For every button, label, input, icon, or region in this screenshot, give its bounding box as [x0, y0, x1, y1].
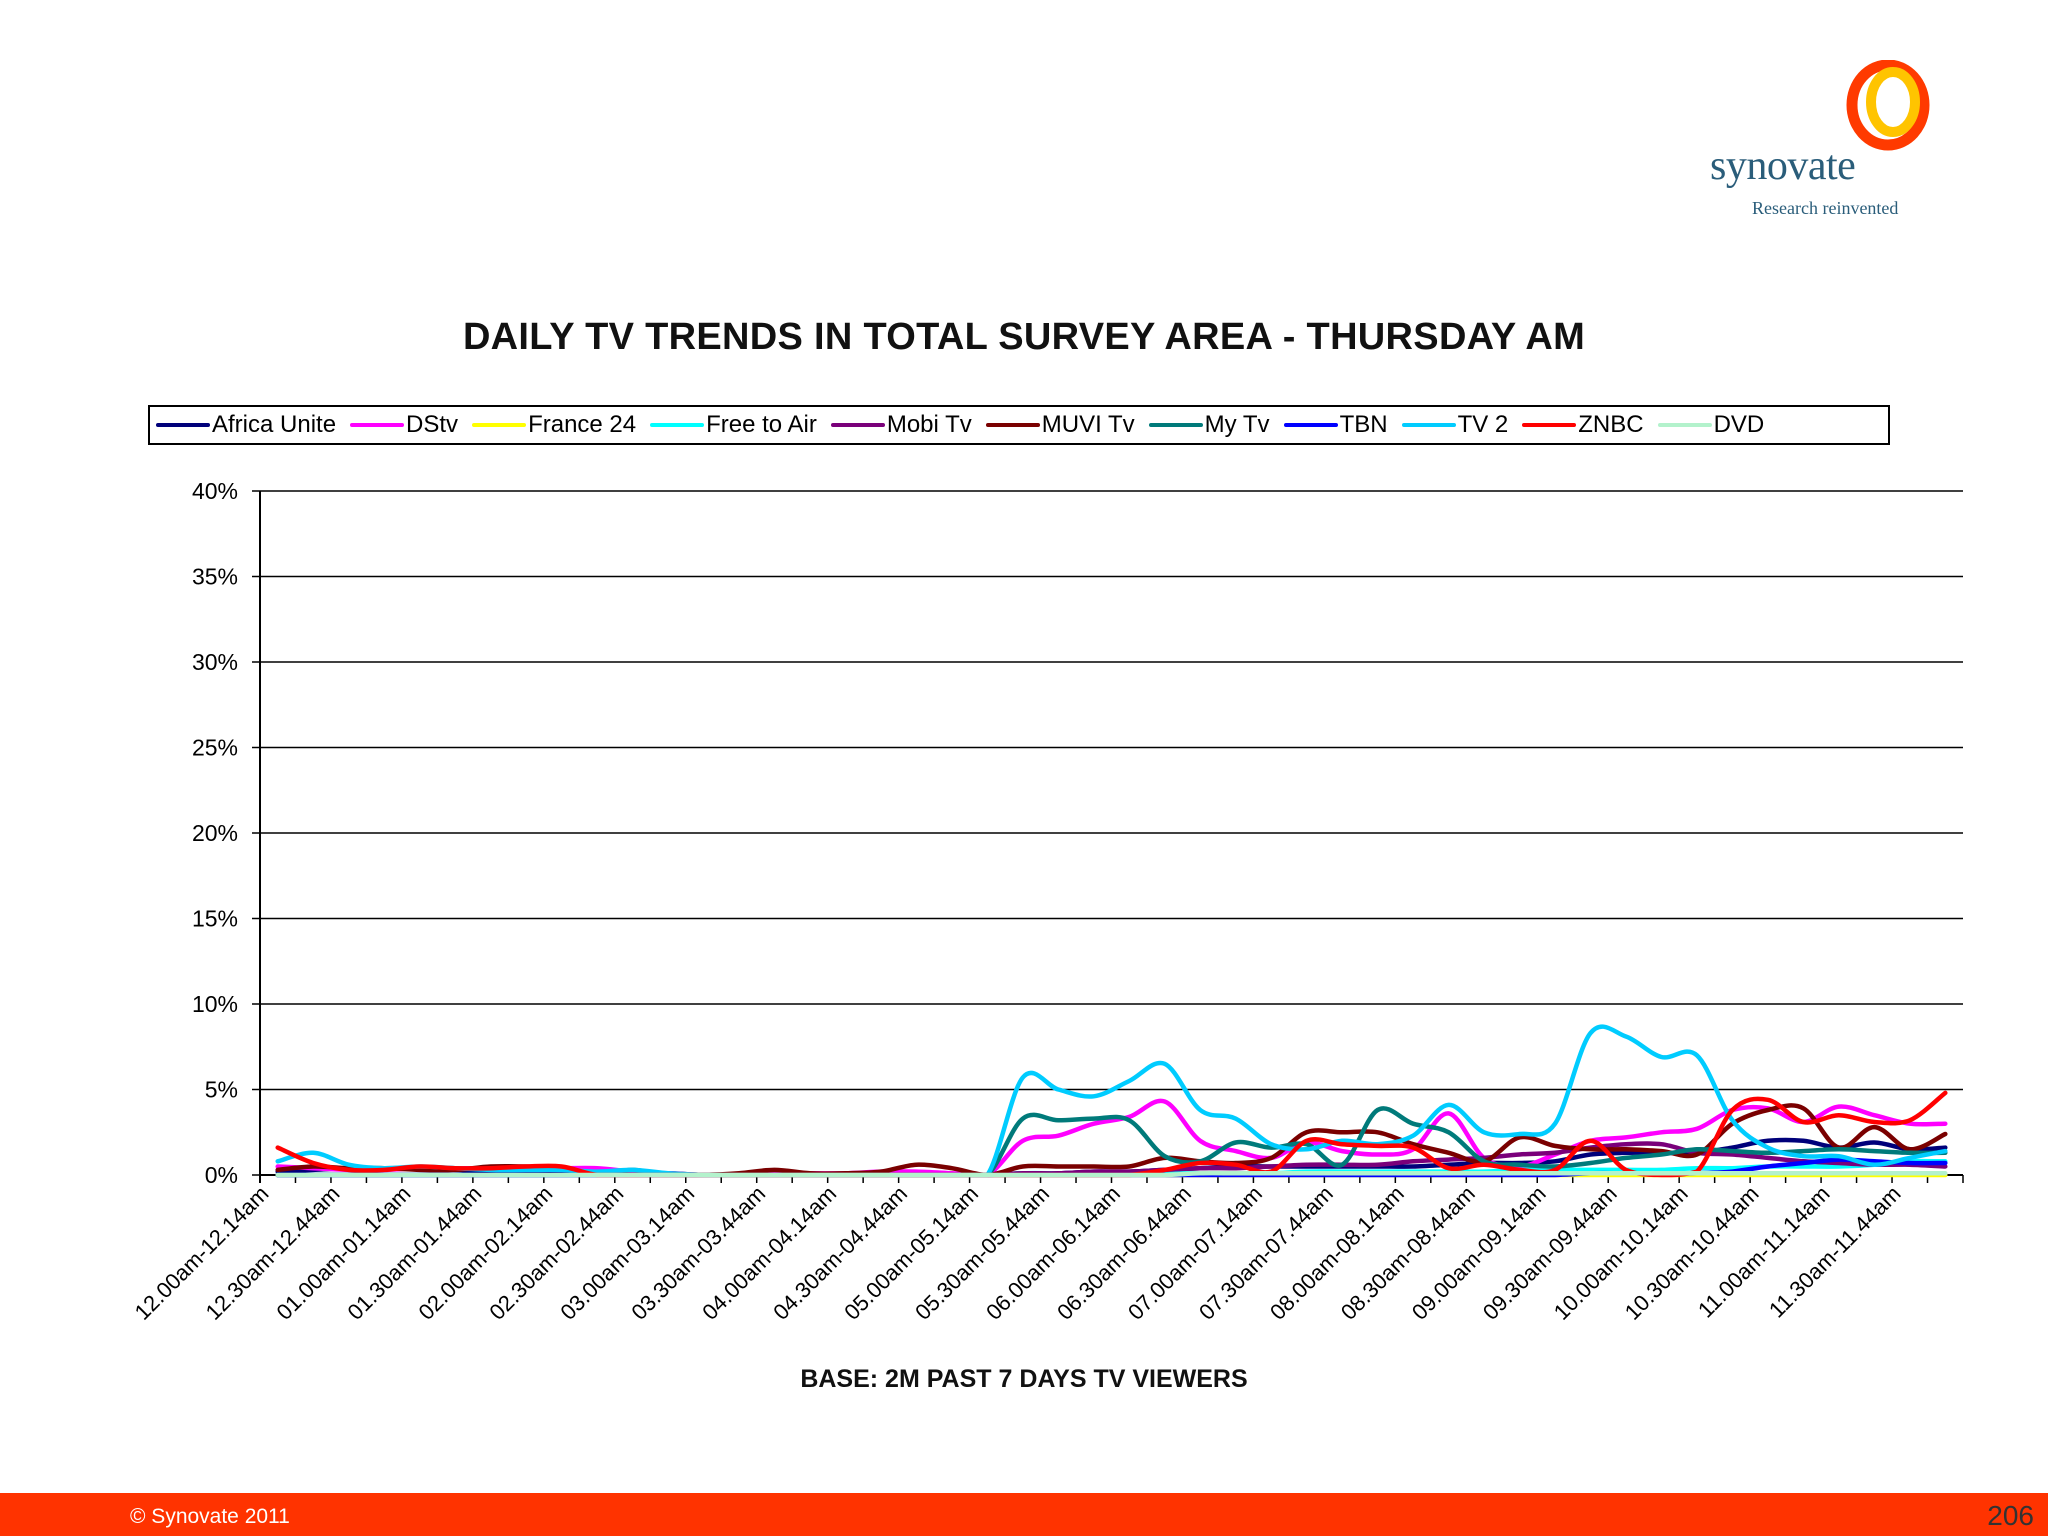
logo-wordmark: synovate [1710, 143, 1856, 189]
logo-ring-outer [1846, 60, 1930, 151]
synovate-logo [1846, 60, 1930, 151]
legend-item: My Tv [1148, 411, 1270, 439]
legend-swatch [472, 423, 527, 427]
y-tick-label: 0% [205, 1162, 238, 1188]
series-line-tv-2 [275, 1024, 1948, 1178]
y-tick-label: 35% [192, 564, 238, 590]
legend-label: MUVI Tv [1041, 411, 1135, 438]
x-tick-label: 10.00am-10.14am [1549, 1181, 1693, 1325]
legend-item: Free to Air [650, 411, 817, 439]
x-tick-label: 01.30am-01.44am [342, 1181, 486, 1325]
x-tick-label: 08.30am-08.44am [1336, 1181, 1480, 1325]
x-tick-label: 05.30am-05.44am [910, 1181, 1054, 1325]
x-axis-label: BASE: 2M PAST 7 DAYS TV VIEWERS [800, 1365, 1248, 1393]
legend-item: Africa Unite [156, 411, 336, 439]
x-tick-label: 04.00am-04.14am [697, 1181, 841, 1325]
legend-item: MUVI Tv [985, 411, 1135, 439]
legend-swatch [350, 423, 405, 427]
legend-item: Mobi Tv [830, 411, 972, 439]
series-line-dstv [275, 1098, 1948, 1178]
legend-swatch [650, 423, 705, 427]
legend-label: TV 2 [1457, 411, 1509, 438]
legend-label: Africa Unite [212, 411, 337, 438]
logo-ring-inner [1866, 67, 1920, 137]
y-tick-label: 10% [192, 991, 238, 1017]
legend-label: DVD [1713, 411, 1765, 438]
legend-item: ZNBC [1522, 411, 1644, 439]
x-tick-label: 11.30am-11.44am [1764, 1181, 1906, 1323]
copyright-text: © Synovate 2011 [130, 1505, 290, 1528]
x-tick-label: 03.30am-03.44am [626, 1181, 770, 1325]
x-tick-label: 06.00am-06.14am [981, 1181, 1125, 1325]
series-line-dvd [275, 1170, 1948, 1178]
x-tick-label: 02.30am-02.44am [484, 1181, 628, 1325]
x-tick-label: 07.00am-07.14am [1123, 1181, 1267, 1325]
legend-label: DStv [406, 411, 459, 438]
logo-tagline: Research reinvented [1752, 198, 1899, 218]
legend-label: Free to Air [706, 411, 817, 438]
legend-item: TV 2 [1401, 411, 1509, 439]
x-tick-label: 11.00am-11.14am [1693, 1181, 1835, 1323]
y-tick-label: 15% [192, 906, 238, 932]
legend-label: ZNBC [1578, 411, 1644, 438]
series-line-znbc [275, 1090, 1948, 1178]
y-tick-label: 5% [205, 1077, 238, 1103]
x-tick-label: 06.30am-06.44am [1052, 1181, 1196, 1325]
legend-swatch [1657, 423, 1712, 427]
legend-label: Mobi Tv [886, 411, 972, 438]
legend-item: TBN [1283, 411, 1388, 439]
x-tick-label: 02.00am-02.14am [413, 1181, 557, 1325]
y-tick-label: 20% [192, 820, 238, 846]
legend-swatch [1148, 423, 1203, 427]
chart-title: DAILY TV TRENDS IN TOTAL SURVEY AREA - T… [462, 316, 1586, 358]
x-tick-label: 09.30am-09.44am [1478, 1181, 1622, 1325]
x-tick-label: 01.00am-01.14am [272, 1181, 416, 1325]
legend-swatch [1522, 423, 1577, 427]
x-tick-label: 07.30am-07.44am [1194, 1181, 1338, 1325]
x-tick-label: 12.00am-12.14am [130, 1181, 274, 1325]
legend-swatch [985, 423, 1040, 427]
legend-swatch [156, 423, 210, 427]
legend-swatch [1283, 423, 1338, 427]
legend-swatch [830, 423, 885, 427]
legend-item: France 24 [472, 411, 636, 439]
x-tick-label: 09.00am-09.14am [1407, 1181, 1551, 1325]
chart-legend: Africa Unite DStv France 24 Free to Air Mobi… [148, 405, 1890, 445]
x-tick-label: 08.00am-08.14am [1265, 1181, 1409, 1325]
footer-bar [0, 1493, 2048, 1536]
x-tick-label: 04.30am-04.44am [768, 1181, 912, 1325]
legend-swatch [1401, 423, 1456, 427]
legend-item: DVD [1657, 411, 1765, 439]
legend-item: DStv [350, 411, 458, 439]
x-tick-label: 12.30am-12.44am [201, 1181, 345, 1325]
y-tick-label: 40% [192, 478, 238, 504]
legend-label: France 24 [528, 411, 637, 438]
legend-label: TBN [1339, 411, 1388, 438]
page-number: 206 [1987, 1500, 2034, 1531]
legend-label: My Tv [1204, 411, 1270, 438]
y-tick-label: 30% [192, 649, 238, 675]
x-tick-label: 10.30am-10.44am [1620, 1181, 1764, 1325]
x-tick-label: 03.00am-03.14am [555, 1181, 699, 1325]
x-tick-label: 05.00am-05.14am [839, 1181, 983, 1325]
y-tick-label: 25% [192, 735, 238, 761]
